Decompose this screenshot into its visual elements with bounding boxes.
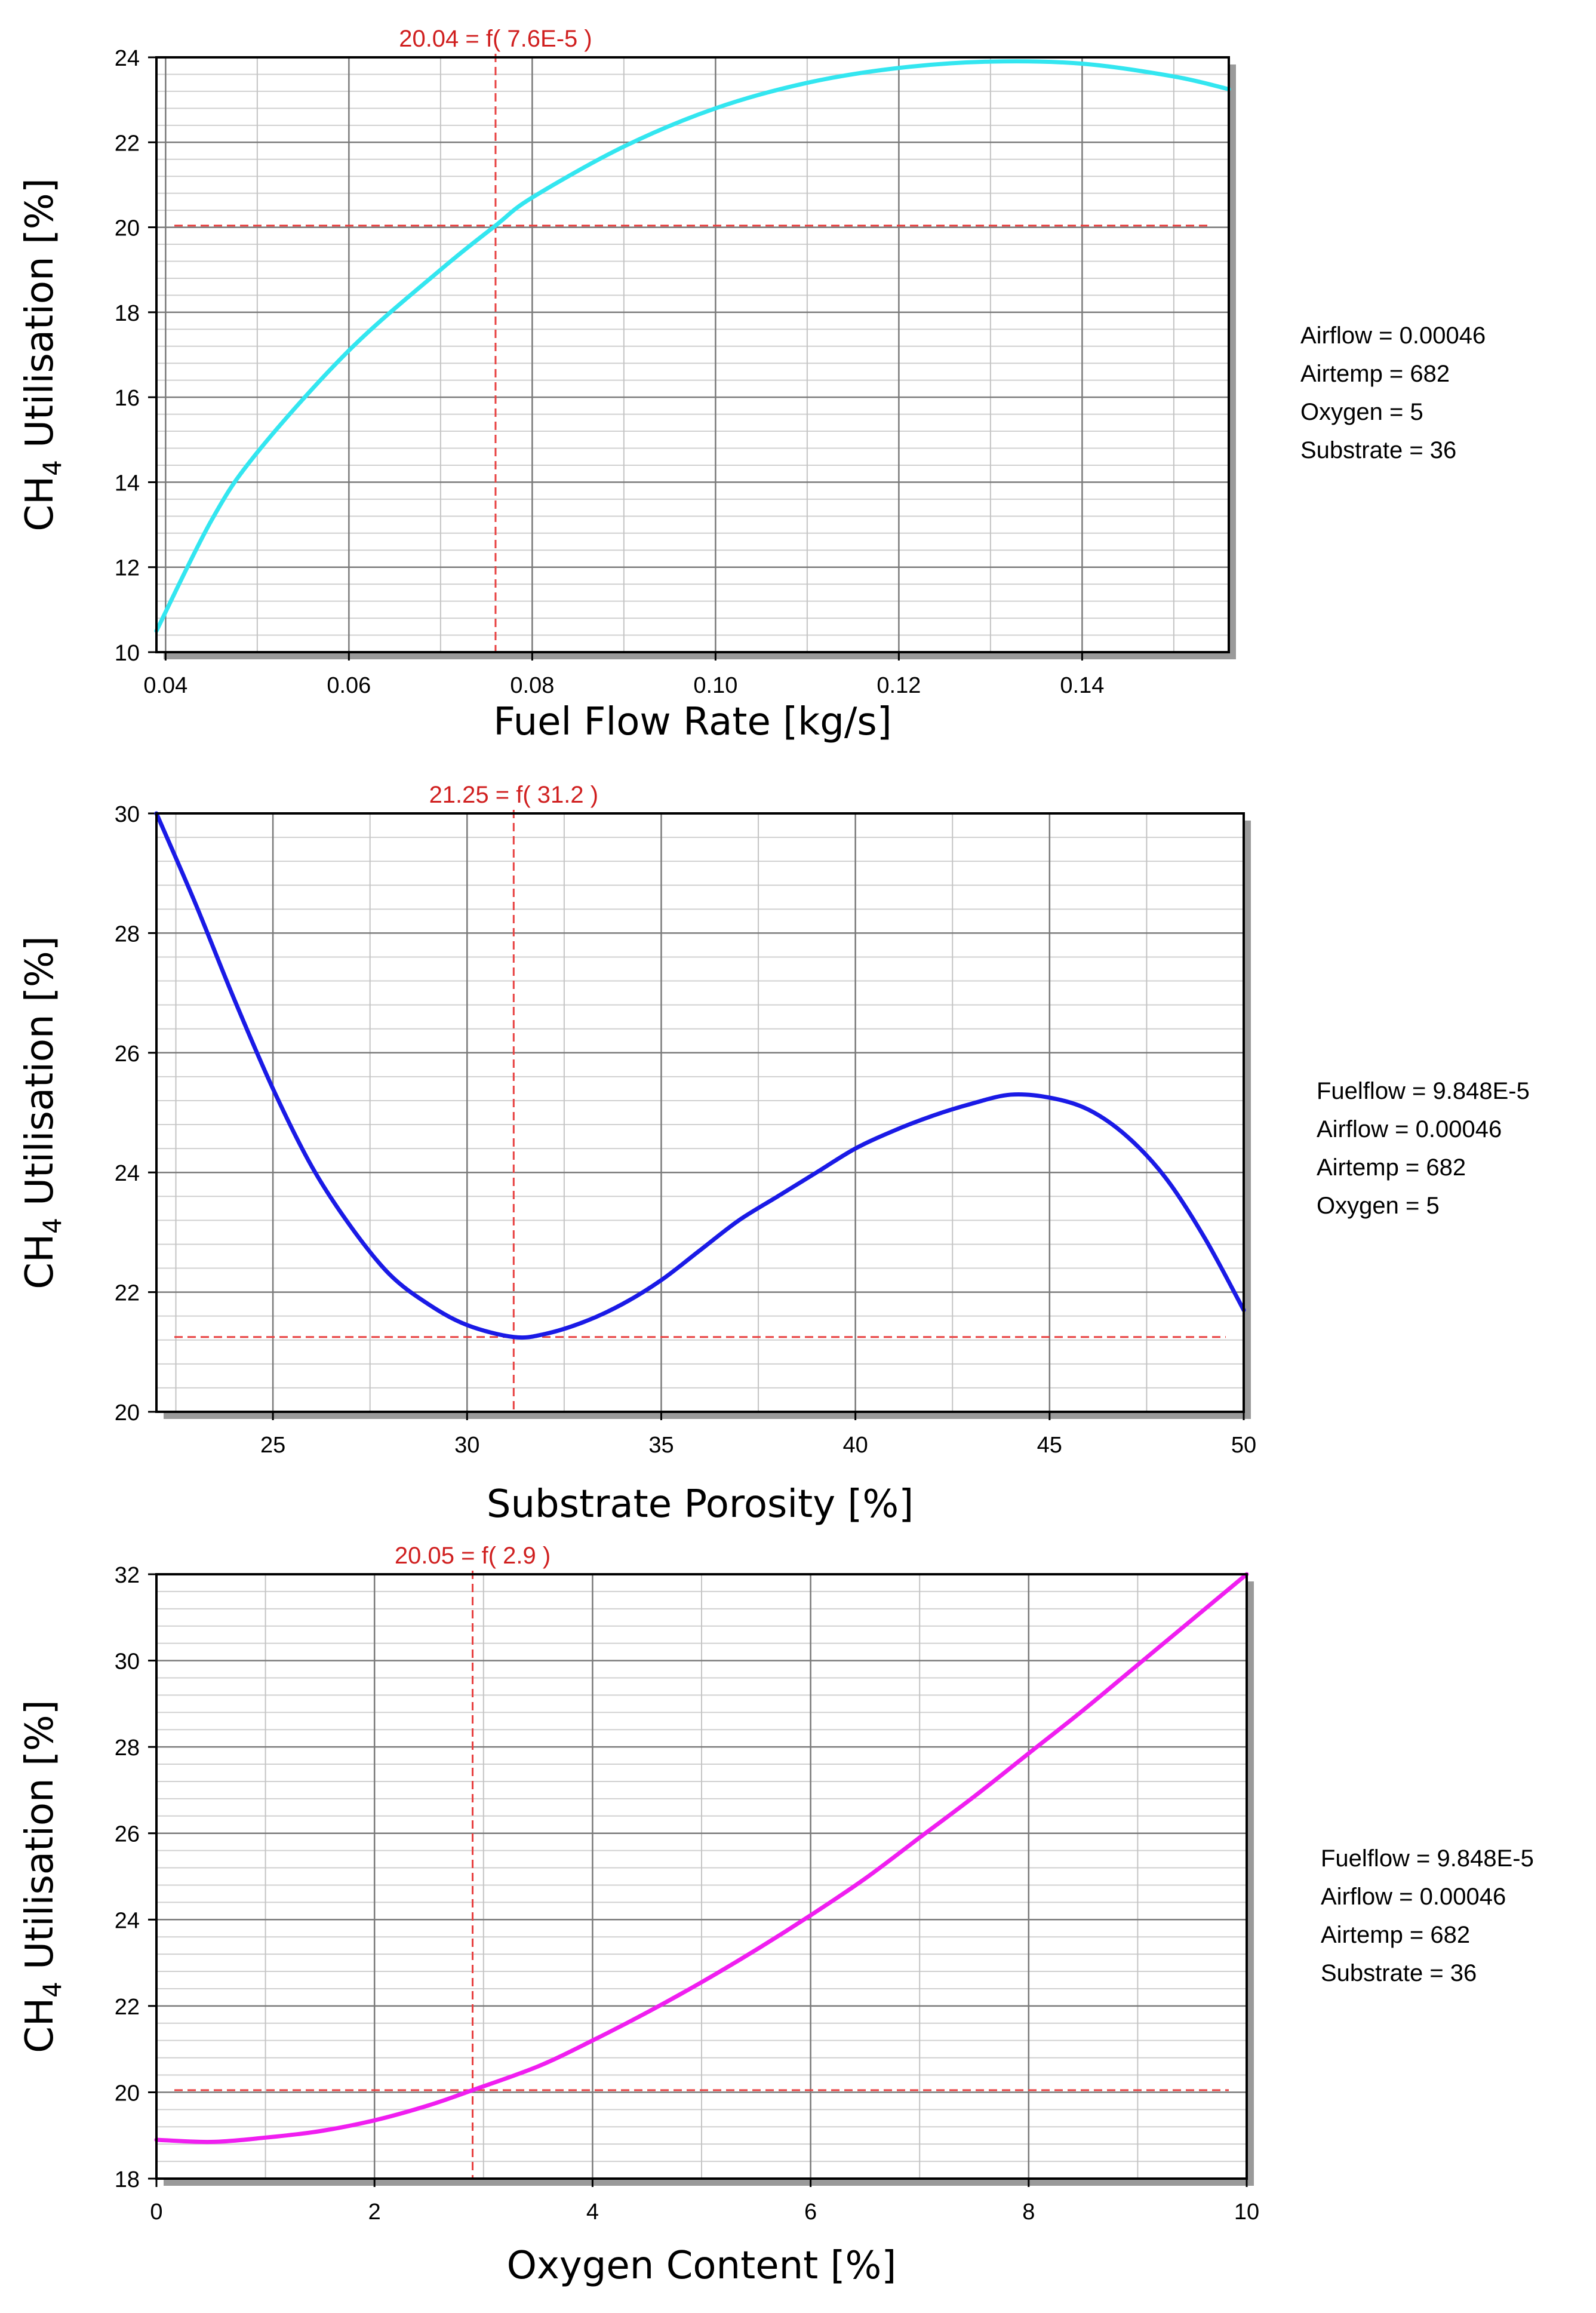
series-line-1 (154, 59, 1231, 633)
parameter-line: Airflow = 0.00046 (1300, 322, 1486, 349)
y-label-text: Utilisation [%] (18, 1700, 62, 1982)
y-tick-label: 26 (115, 1822, 140, 1847)
x-tick-label: 35 (648, 1433, 674, 1458)
x-tick-label: 45 (1037, 1433, 1062, 1458)
parameter-legend-3: Fuelflow = 9.848E-5 Airflow = 0.00046 Airt… (1321, 1839, 1534, 1992)
parameter-line: Fuelflow = 9.848E-5 (1321, 1845, 1534, 1872)
x-tick-label: 0.10 (693, 673, 737, 698)
parameter-line: Substrate = 36 (1321, 1960, 1477, 1986)
y-tick-label: 12 (115, 556, 140, 581)
y-tick-label: 20 (115, 2081, 140, 2106)
series-line-1 (154, 1572, 1249, 2145)
x-tick-label: 0.08 (510, 673, 554, 698)
y-label-text: Utilisation [%] (18, 936, 62, 1218)
y-label-text: Utilisation [%] (18, 178, 62, 460)
plot-area (156, 813, 1244, 1412)
parameter-line: Airtemp = 682 (1317, 1154, 1466, 1181)
x-tick-label: 0.06 (327, 673, 371, 698)
x-tick-label: 0.14 (1060, 673, 1104, 698)
y-tick-label: 26 (115, 1042, 140, 1067)
y-label-subscript: 4 (38, 1218, 67, 1234)
x-tick-label: 50 (1231, 1433, 1256, 1458)
y-axis-label: CH4 Utilisation [%] (18, 1700, 67, 2053)
crosshair-annotation: 21.25 = f( 31.2 ) (429, 782, 599, 808)
y-tick-label: 24 (115, 1161, 140, 1186)
y-tick-label: 16 (115, 386, 140, 411)
x-tick-label: 25 (260, 1433, 285, 1458)
plot-border (155, 56, 1230, 653)
y-label-subscript: 4 (38, 1982, 67, 1998)
plot-border (155, 1573, 1248, 2180)
y-label-prefix: CH (18, 476, 62, 532)
plot-area (156, 57, 1229, 652)
parameter-line: Substrate = 36 (1300, 437, 1457, 463)
parameter-line: Airflow = 0.00046 (1317, 1116, 1502, 1142)
chart-panel-2: 20 22 24 26 28 30 25 30 35 40 45 50 21.25 = f( 31.2 … (18, 782, 1256, 1526)
y-axis-label: CH4 Utilisation [%] (18, 936, 67, 1289)
y-tick-label: 24 (115, 1908, 140, 1933)
y-tick-label: 30 (115, 802, 140, 827)
parameter-line: Airtemp = 682 (1300, 361, 1450, 387)
y-axis-label: CH4 Utilisation [%] (18, 178, 67, 531)
crosshair-annotation: 20.04 = f( 7.6E-5 ) (399, 26, 592, 52)
x-tick-label: 30 (454, 1433, 479, 1458)
y-tick-label: 14 (115, 471, 140, 496)
y-label-subscript: 4 (38, 460, 67, 476)
plot-border (155, 812, 1245, 1413)
parameter-line: Oxygen = 5 (1317, 1193, 1440, 1219)
y-tick-label: 22 (115, 131, 140, 156)
y-tick-label: 18 (115, 301, 140, 326)
parameter-legend-1: Airflow = 0.00046 Airtemp = 682 Oxygen = 5… (1300, 317, 1486, 469)
parameter-line: Airtemp = 682 (1321, 1922, 1471, 1948)
y-tick-label: 22 (115, 1995, 140, 2020)
y-tick-label: 22 (115, 1281, 140, 1306)
y-tick-label: 18 (115, 2167, 140, 2192)
x-tick-label: 10 (1234, 2200, 1259, 2225)
x-tick-label: 40 (843, 1433, 868, 1458)
x-tick-label: 6 (804, 2200, 817, 2225)
x-tick-label: 2 (368, 2200, 381, 2225)
y-tick-label: 28 (115, 1735, 140, 1761)
y-tick-label: 10 (115, 641, 140, 666)
x-tick-label: 4 (586, 2200, 599, 2225)
parameter-line: Airflow = 0.00046 (1321, 1884, 1506, 1910)
y-tick-label: 20 (115, 216, 140, 241)
y-label-prefix: CH (18, 1234, 62, 1289)
parameter-legend-2: Fuelflow = 9.848E-5 Airflow = 0.00046 Airt… (1317, 1072, 1530, 1225)
x-tick-label: 8 (1022, 2200, 1035, 2225)
parameter-line: Oxygen = 5 (1300, 399, 1423, 425)
x-axis-label: Fuel Flow Rate [kg/s] (493, 700, 891, 744)
y-tick-label: 20 (115, 1400, 140, 1426)
y-tick-label: 32 (115, 1563, 140, 1588)
parameter-line: Fuelflow = 9.848E-5 (1317, 1078, 1530, 1104)
x-axis-label: Oxygen Content [%] (507, 2244, 897, 2288)
chart-panel-1: 10 12 14 16 18 20 22 24 0.04 0.06 0.08 0.10 0.12 0.14… (18, 26, 1236, 744)
x-tick-label: 0.12 (877, 673, 921, 698)
x-axis-label: Substrate Porosity [%] (487, 1482, 914, 1526)
y-tick-label: 30 (115, 1649, 140, 1675)
y-tick-label: 24 (115, 46, 140, 71)
y-label-prefix: CH (18, 1998, 62, 2053)
crosshair-annotation: 20.05 = f( 2.9 ) (395, 1543, 551, 1569)
x-tick-label: 0 (150, 2200, 162, 2225)
series-line-1 (154, 811, 1246, 1340)
y-tick-label: 28 (115, 921, 140, 947)
x-tick-label: 0.04 (143, 673, 187, 698)
